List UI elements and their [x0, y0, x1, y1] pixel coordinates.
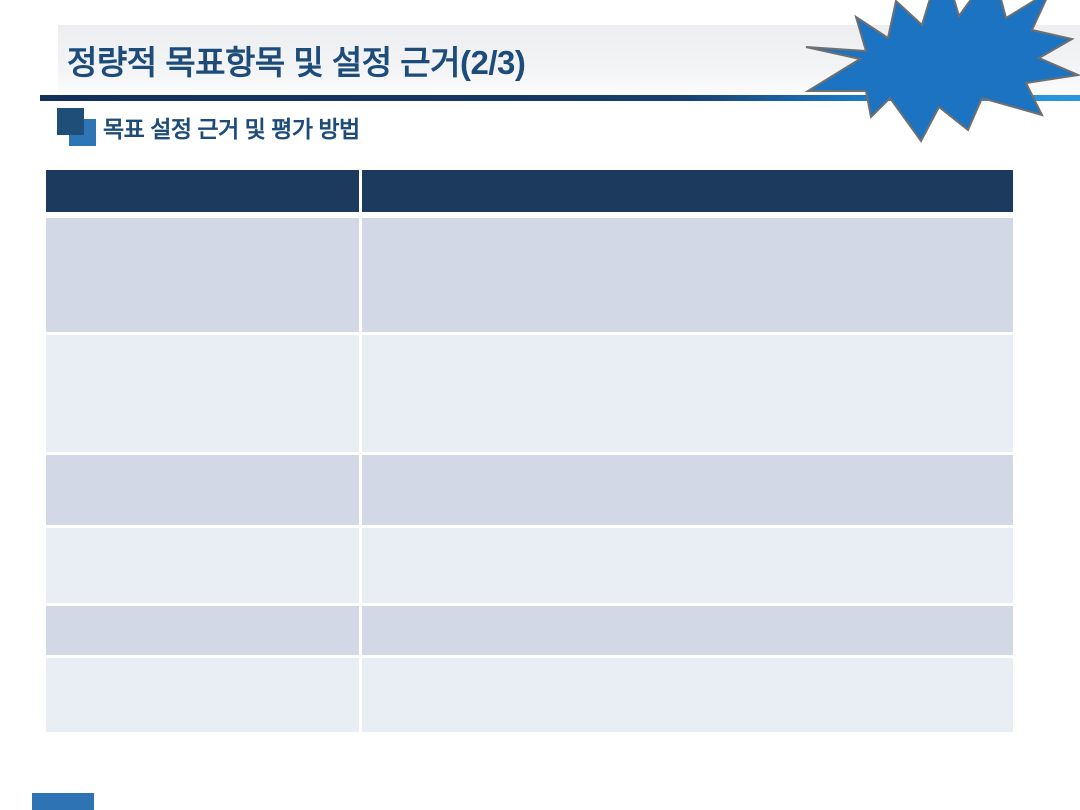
- table-cell-right: [362, 335, 1013, 452]
- table-cell-right: [362, 218, 1013, 332]
- table-cell-left: [46, 455, 359, 525]
- table-cell-left: [46, 528, 359, 603]
- table-row: [46, 528, 1013, 603]
- table-header-row: [46, 170, 1013, 212]
- table-cell-left: [46, 218, 359, 332]
- goal-table: [46, 170, 1013, 735]
- table-header-cell-right: [362, 170, 1013, 212]
- table-cell-right: [362, 528, 1013, 603]
- table-row: [46, 218, 1013, 332]
- section-heading: 목표 설정 근거 및 평가 방법: [103, 116, 360, 142]
- table-header-cell-left: [46, 170, 359, 212]
- starburst-shape: [804, 0, 1080, 143]
- table-cell-left: [46, 335, 359, 452]
- table-cell-left: [46, 658, 359, 732]
- table-row: [46, 455, 1013, 525]
- table-row: [46, 606, 1013, 655]
- table-cell-right: [362, 455, 1013, 525]
- page-title: 정량적 목표항목 및 설정 근거(2/3): [67, 44, 526, 81]
- title-underline-bar: [40, 95, 1080, 101]
- table-cell-right: [362, 606, 1013, 655]
- table-cell-right: [362, 658, 1013, 732]
- table-row: [46, 335, 1013, 452]
- footer-accent-bar: [32, 793, 94, 810]
- section-bullet-icon: [57, 108, 84, 135]
- table-cell-left: [46, 606, 359, 655]
- table-row: [46, 658, 1013, 732]
